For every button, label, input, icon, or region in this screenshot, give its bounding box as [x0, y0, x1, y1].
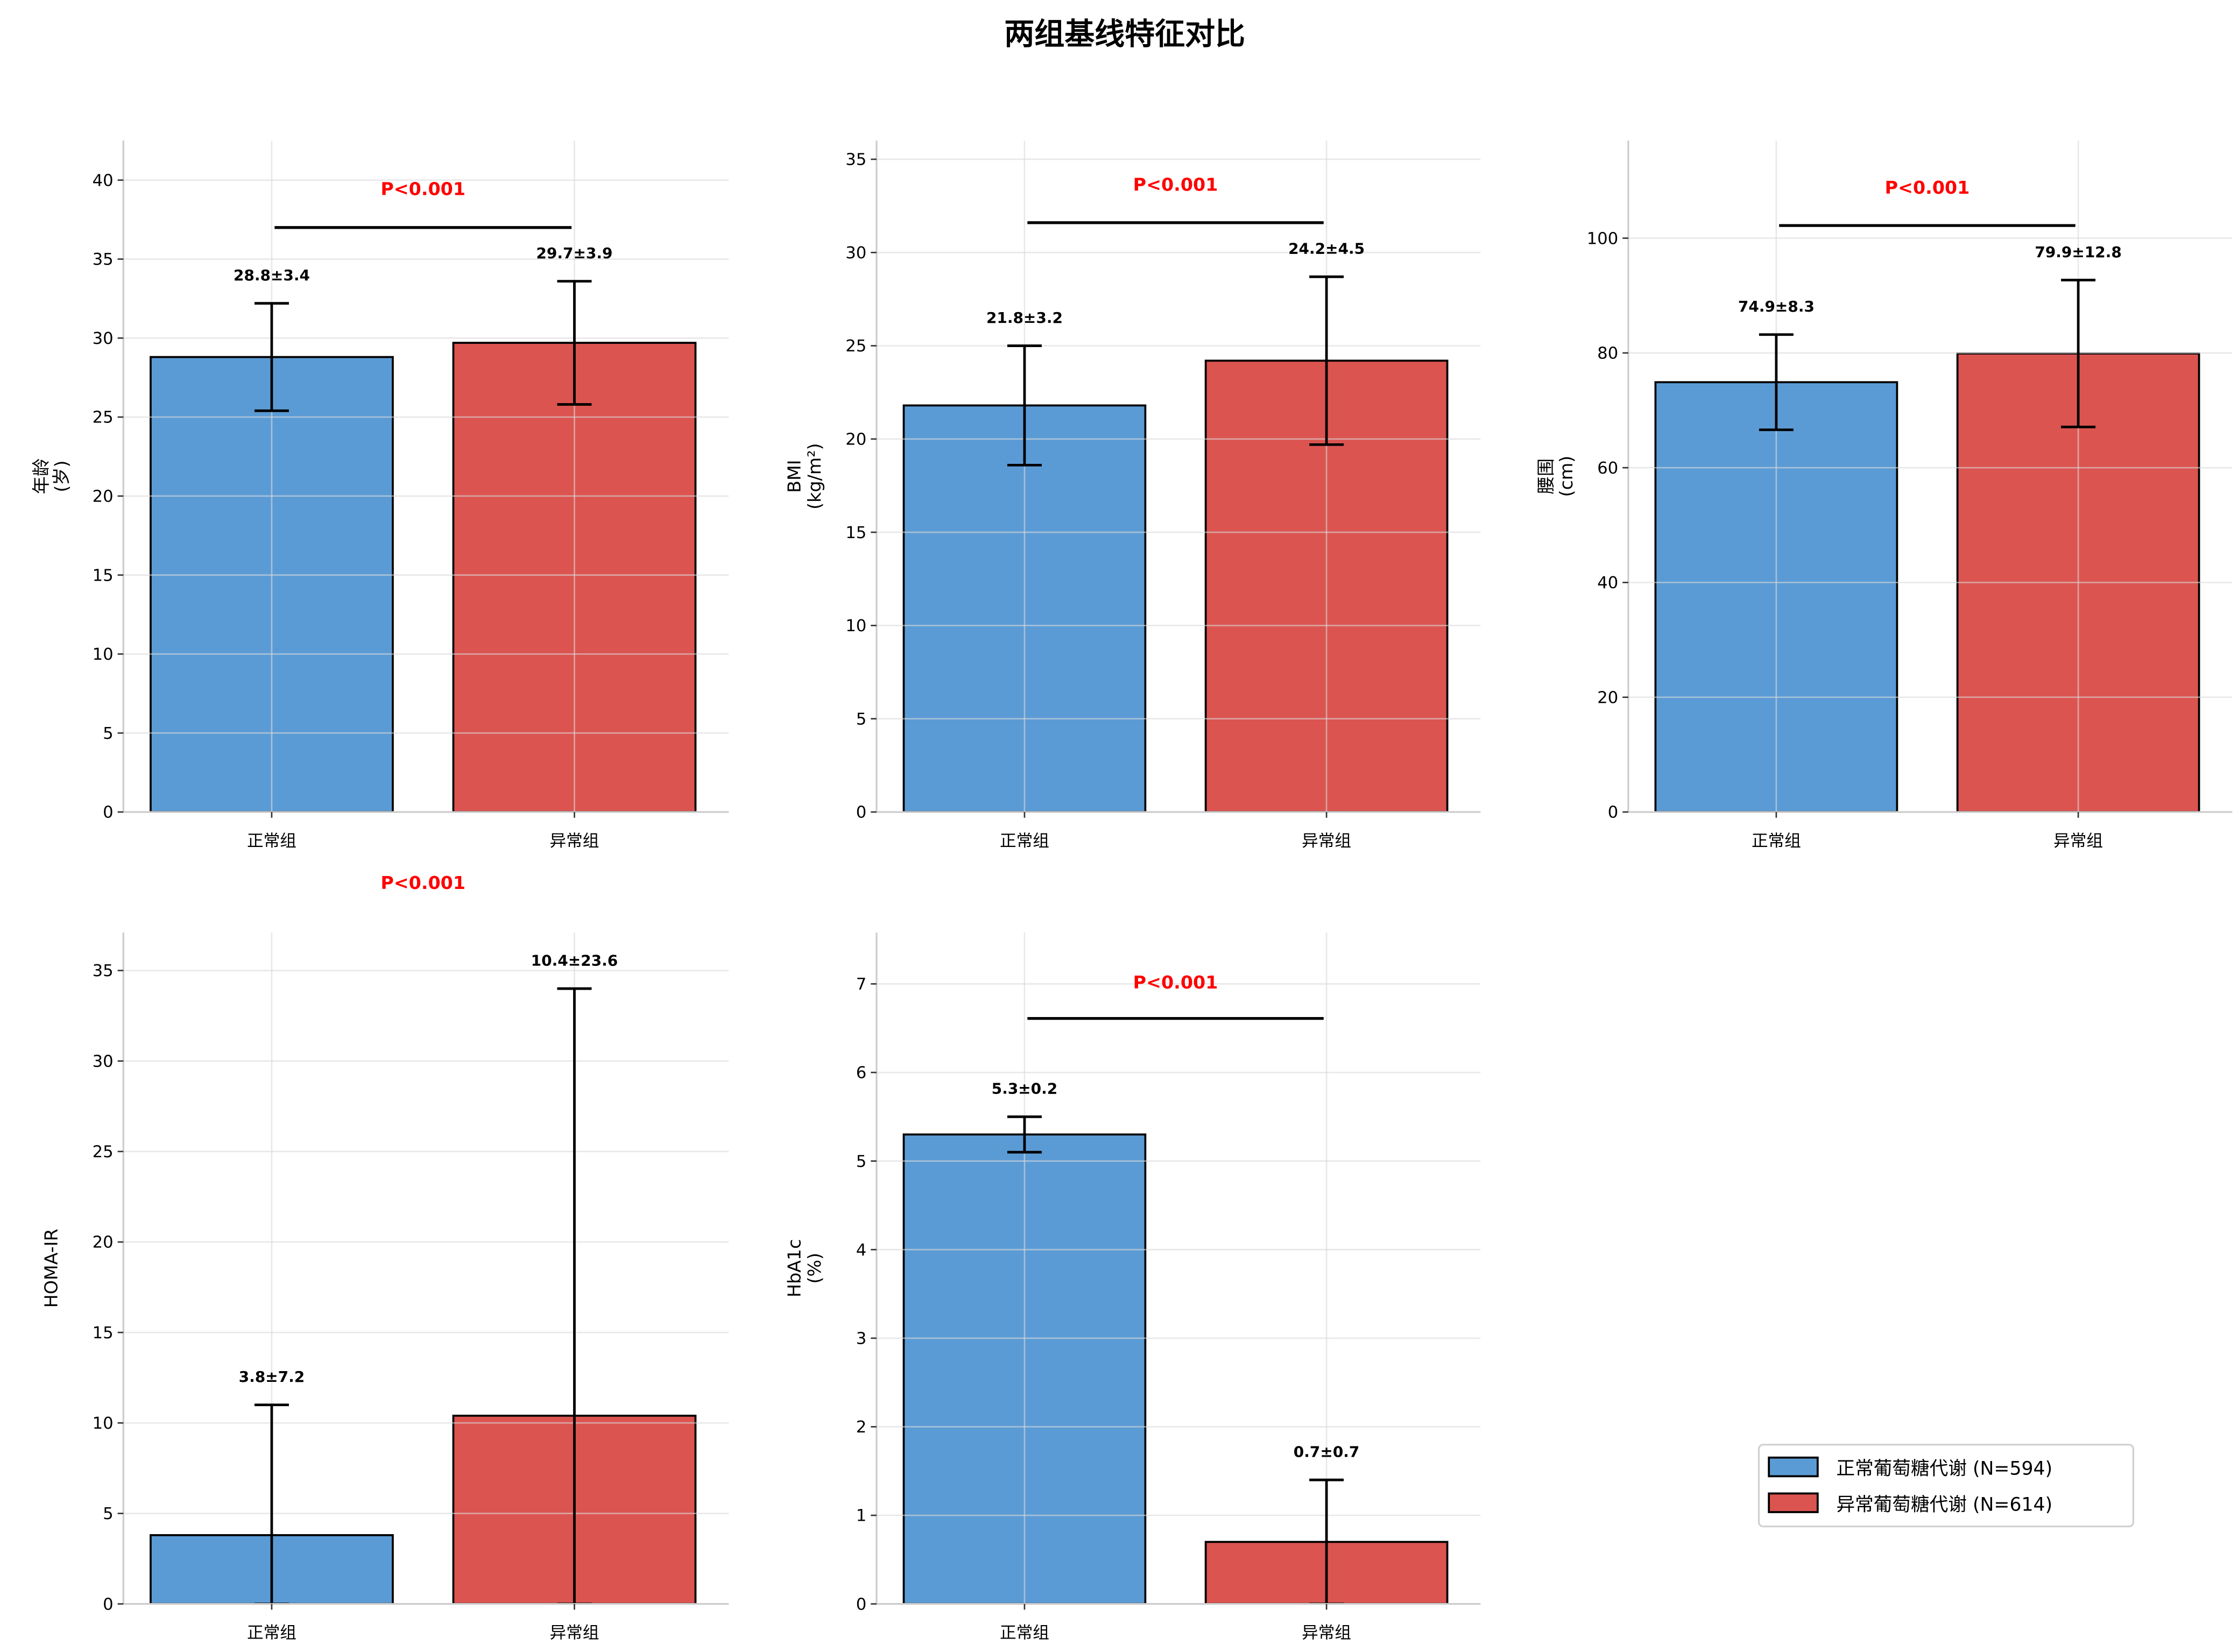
y-tick-label: 20	[93, 488, 114, 506]
value-label: 24.2±4.5	[1288, 240, 1365, 258]
y-axis-label: 年龄(岁)	[31, 458, 72, 495]
legend-frame	[1757, 1444, 2134, 1528]
y-tick-label: 6	[856, 1064, 867, 1083]
y-tick-label: 0	[856, 803, 867, 822]
x-tick-label: 正常组	[1000, 1624, 1049, 1643]
y-axis-label-line: (%)	[804, 1253, 825, 1284]
plot-area	[876, 140, 1481, 813]
x-tick-label: 异常组	[549, 1624, 599, 1643]
y-axis-label-line: BMI	[784, 460, 805, 492]
x-tick-label: 异常组	[549, 832, 599, 851]
legend-swatch-abnormal	[1768, 1492, 1819, 1513]
y-tick-label: 20	[1597, 688, 1618, 707]
p-value-label: P<0.001	[1885, 177, 1970, 198]
y-tick-label: 10	[93, 645, 114, 664]
value-label: 10.4±23.6	[531, 952, 618, 970]
y-tick-label: 35	[93, 962, 114, 980]
y-tick-label: 7	[856, 975, 867, 994]
p-value-label: P<0.001	[380, 179, 465, 200]
y-tick-label: 25	[93, 1143, 114, 1162]
plot-area	[1628, 140, 2233, 813]
y-tick-label: 20	[845, 430, 866, 449]
y-tick-label: 0	[103, 803, 114, 822]
y-tick-label: 5	[856, 1152, 867, 1171]
y-tick-label: 30	[93, 329, 114, 348]
x-tick-label: 正常组	[1000, 832, 1049, 851]
value-label: 79.9±12.8	[2035, 243, 2122, 261]
legend-label: 正常葡萄糖代谢 (N=594)	[1837, 1458, 2053, 1480]
y-tick-label: 40	[1597, 574, 1618, 592]
y-axis-label-line: HOMA-IR	[41, 1229, 62, 1308]
y-tick-label: 10	[93, 1414, 114, 1433]
x-tick-label: 异常组	[1302, 832, 1351, 851]
subplot-5: 5.3±0.2 0.7±0.7 P<0.001 0 1 2 3 4 5 6 7 正常组 异常组 HbA1c…	[784, 932, 1481, 1643]
y-tick-label: 5	[103, 724, 114, 743]
y-tick-label: 60	[1597, 459, 1618, 478]
x-tick-label: 异常组	[1302, 1624, 1351, 1643]
p-value-label: P<0.001	[1133, 174, 1218, 195]
plot-area	[876, 932, 1481, 1604]
y-axis-label: 腰围(cm)	[1536, 456, 1577, 497]
y-tick-label: 3	[856, 1330, 867, 1349]
y-axis-label-line: 年龄	[31, 458, 52, 495]
y-tick-label: 0	[856, 1595, 867, 1614]
y-tick-label: 40	[93, 171, 114, 190]
y-tick-label: 5	[856, 710, 867, 729]
p-value-label: P<0.001	[380, 872, 465, 893]
y-tick-label: 0	[1608, 803, 1619, 822]
subplot-3: 74.9±8.3 79.9±12.8 P<0.001 0 20 40 60 80 100 正常组 异…	[1536, 140, 2233, 851]
y-tick-label: 100	[1587, 229, 1618, 248]
y-tick-label: 15	[845, 524, 866, 542]
y-tick-label: 30	[93, 1052, 114, 1071]
value-label: 74.9±8.3	[1738, 298, 1815, 315]
y-tick-label: 15	[93, 1324, 114, 1343]
figure-title: 两组基线特征对比	[1004, 17, 1245, 52]
y-tick-label: 35	[845, 151, 866, 170]
y-tick-label: 25	[845, 337, 866, 356]
y-tick-label: 5	[103, 1505, 114, 1523]
y-tick-label: 0	[103, 1595, 114, 1614]
y-axis-label-line: 腰围	[1536, 458, 1557, 495]
x-tick-label: 正常组	[1752, 832, 1801, 851]
legend: 正常葡萄糖代谢 (N=594) 异常葡萄糖代谢 (N=614)	[1757, 1444, 2134, 1528]
x-tick-label: 异常组	[2053, 832, 2103, 851]
y-axis-label-line: (cm)	[1556, 456, 1577, 497]
y-tick-label: 4	[856, 1241, 867, 1260]
subplot-4: 3.8±7.2 10.4±23.6 P<0.001 0 5 10 15 20 25 30 35 正常组…	[41, 872, 729, 1643]
value-label: 21.8±3.2	[986, 309, 1063, 327]
y-tick-label: 1	[856, 1507, 867, 1526]
y-tick-label: 80	[1597, 344, 1618, 363]
y-axis-label: BMI(kg/m²)	[784, 443, 825, 509]
p-value-label: P<0.001	[1133, 972, 1218, 993]
y-tick-label: 30	[845, 244, 866, 263]
value-label: 5.3±0.2	[992, 1080, 1058, 1098]
x-tick-label: 正常组	[247, 1624, 296, 1643]
y-tick-label: 10	[845, 617, 866, 636]
y-axis-label-line: HbA1c	[784, 1239, 805, 1298]
y-axis-label-line: (kg/m²)	[804, 443, 825, 509]
value-label: 3.8±7.2	[239, 1368, 305, 1386]
legend-label: 异常葡萄糖代谢 (N=614)	[1837, 1494, 2053, 1515]
value-label: 28.8±3.4	[234, 266, 310, 284]
y-tick-label: 20	[93, 1233, 114, 1252]
x-tick-label: 正常组	[247, 832, 296, 851]
y-tick-label: 15	[93, 566, 114, 585]
value-label: 29.7±3.9	[536, 244, 612, 262]
y-axis-label-line: (岁)	[51, 460, 72, 492]
subplot-2: 21.8±3.2 24.2±4.5 P<0.001 0 5 10 15 20 25 30 35 正常组…	[784, 140, 1481, 851]
legend-swatch-normal	[1768, 1456, 1819, 1478]
plot-area	[123, 932, 729, 1604]
subplot-1: 28.8±3.4 29.7±3.9 P<0.001 0 5 10 15 20 25 30 35 40 正…	[31, 140, 729, 851]
y-axis-label: HOMA-IR	[41, 1229, 62, 1308]
plot-area	[123, 140, 729, 813]
y-tick-label: 2	[856, 1418, 867, 1437]
value-label: 0.7±0.7	[1294, 1443, 1360, 1461]
y-tick-label: 25	[93, 408, 114, 427]
y-tick-label: 35	[93, 250, 114, 269]
y-axis-label: HbA1c(%)	[784, 1239, 825, 1298]
